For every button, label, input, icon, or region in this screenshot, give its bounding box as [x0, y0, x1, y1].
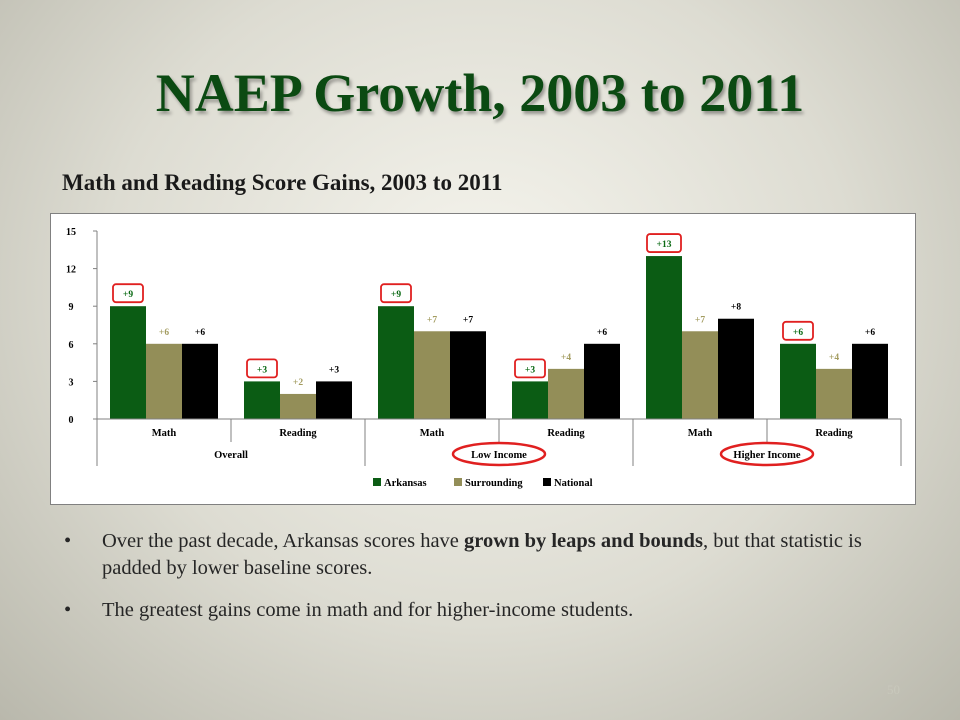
data-label: +8 — [731, 303, 741, 313]
bar-surrounding-6 — [816, 368, 852, 419]
y-tick-label: 15 — [66, 227, 76, 238]
x-category-label: Reading — [815, 428, 853, 439]
y-tick-label: 3 — [69, 377, 74, 388]
data-label: +4 — [561, 353, 571, 363]
bullet-emphasis: grown by leaps and bounds — [464, 530, 703, 552]
data-label: +3 — [329, 365, 339, 375]
legend-label: Surrounding — [465, 478, 523, 489]
data-label: +3 — [525, 365, 535, 375]
data-label: +4 — [829, 353, 839, 363]
legend-swatch — [454, 478, 462, 486]
data-label: +6 — [159, 328, 169, 338]
legend-label: National — [554, 478, 593, 489]
x-category-label: Math — [152, 428, 177, 439]
highlight-box — [380, 283, 412, 304]
bullet-text: The greatest gains come in math and for … — [102, 599, 634, 621]
highlight-box — [514, 358, 546, 379]
y-tick-label: 9 — [69, 302, 74, 313]
legend-label: Arkansas — [384, 478, 427, 489]
x-category-label: Math — [688, 428, 713, 439]
data-label: +7 — [463, 315, 473, 325]
y-tick-label: 12 — [66, 265, 76, 276]
highlight-box — [112, 283, 144, 304]
x-category-label: Math — [420, 428, 445, 439]
bullet-item-2: The greatest gains come in math and for … — [62, 597, 922, 624]
bar-arkansas-3 — [378, 306, 414, 419]
chart-panel: 0 3 6 9 12 15 Math Reading Math Reading Math Readin… — [50, 213, 916, 505]
highlight-ellipse — [719, 441, 815, 467]
x-group-label: Overall — [214, 450, 248, 461]
bullet-list: Over the past decade, Arkansas scores ha… — [62, 528, 922, 639]
data-label: +6 — [195, 328, 205, 338]
bar-surrounding-3 — [414, 331, 450, 419]
bar-arkansas-2 — [244, 381, 280, 419]
bullet-text: , but that statistic is padded by lower … — [102, 530, 862, 579]
data-label: +3 — [257, 365, 267, 375]
bar-surrounding-1 — [146, 343, 182, 419]
bar-national-2 — [316, 381, 352, 419]
legend-swatch — [543, 478, 551, 486]
bar-national-6 — [852, 343, 888, 419]
x-category-label: Reading — [547, 428, 585, 439]
data-label: +6 — [865, 328, 875, 338]
bullet-item-1: Over the past decade, Arkansas scores ha… — [62, 528, 922, 582]
legend-swatch — [373, 478, 381, 486]
y-tick-label: 6 — [69, 340, 74, 351]
bar-surrounding-2 — [280, 393, 316, 419]
bar-chart: 0 3 6 9 12 15 Math Reading Math Reading Math Readin… — [66, 227, 902, 489]
highlight-box — [246, 358, 278, 379]
bar-surrounding-5 — [682, 331, 718, 419]
bar-national-4 — [584, 343, 620, 419]
y-tick-label: 0 — [69, 415, 74, 426]
data-label: +7 — [427, 315, 437, 325]
data-label: +9 — [391, 290, 401, 300]
chart-subtitle: Math and Reading Score Gains, 2003 to 20… — [62, 170, 503, 195]
bar-arkansas-5 — [646, 256, 682, 419]
highlight-box — [646, 233, 682, 253]
bar-arkansas-6 — [780, 343, 816, 419]
bar-national-3 — [450, 331, 486, 419]
x-category-label: Reading — [279, 428, 317, 439]
slide-title: NAEP Growth, 2003 to 2011 — [155, 63, 805, 123]
bar-arkansas-1 — [110, 306, 146, 419]
page-number: 50 — [887, 682, 900, 697]
data-label: +6 — [597, 328, 607, 338]
data-label: +9 — [123, 290, 133, 300]
data-label: +6 — [793, 328, 803, 338]
highlight-box — [782, 320, 814, 341]
bar-surrounding-4 — [548, 368, 584, 419]
data-label: +2 — [293, 378, 303, 388]
bar-national-1 — [182, 343, 218, 419]
data-label: +13 — [657, 240, 672, 250]
data-label: +7 — [695, 315, 705, 325]
x-group-label: Low Income — [471, 450, 527, 461]
bar-national-5 — [718, 318, 754, 419]
bar-arkansas-4 — [512, 381, 548, 419]
x-group-label: Higher Income — [733, 450, 801, 461]
bullet-text: Over the past decade, Arkansas scores ha… — [102, 530, 465, 552]
highlight-ellipse — [451, 441, 547, 467]
